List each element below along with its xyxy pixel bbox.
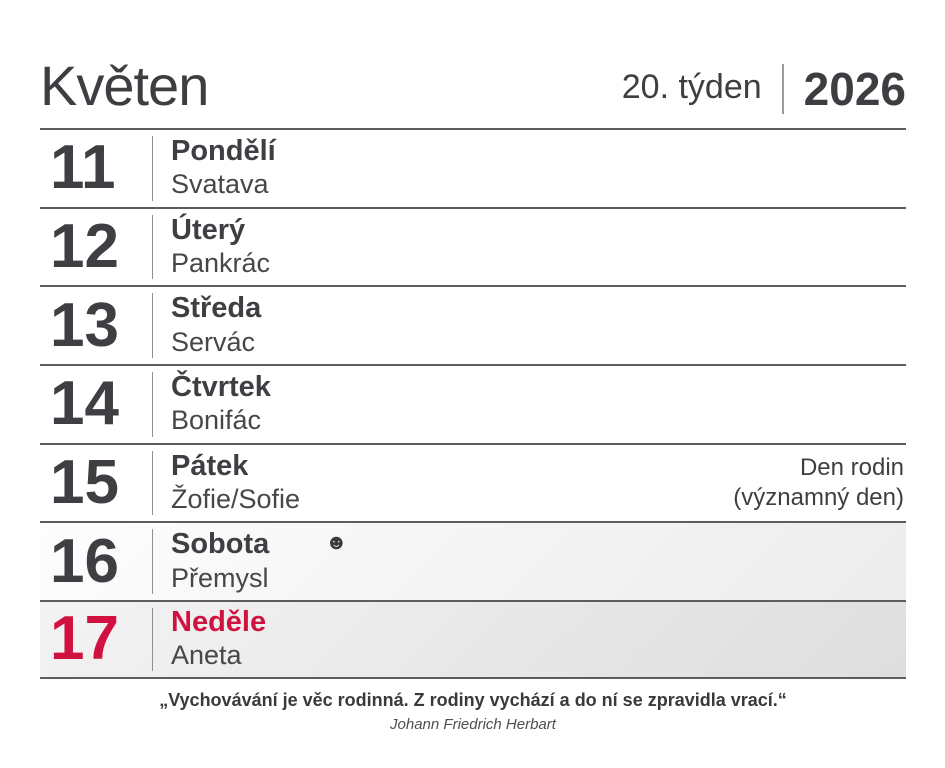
weekday-label: Středa	[171, 292, 262, 325]
day-number: 14	[50, 369, 119, 439]
new-moon-icon: ☻	[325, 531, 348, 554]
weekday-label: Neděle	[171, 605, 267, 638]
day-number: 16	[50, 526, 119, 596]
nameday-label: Žofie/Sofie	[171, 484, 301, 515]
day-row-sunday: 17 Neděle Aneta	[40, 600, 906, 679]
number-divider	[152, 214, 153, 280]
nameday-label: Aneta	[171, 640, 242, 671]
number-divider	[152, 372, 153, 437]
weekday-label: Pátek	[171, 449, 249, 482]
day-number: 11	[50, 133, 116, 203]
day-texts: Pondělí Svatava	[171, 130, 276, 207]
day-texts: Úterý Pankrác	[171, 209, 270, 286]
number-divider	[152, 450, 153, 516]
day-number: 13	[50, 290, 119, 360]
calendar-header: Květen 20. týden 2026	[40, 0, 906, 128]
quote-author: Johann Friedrich Herbart	[390, 716, 556, 734]
number-divider	[152, 529, 153, 595]
weekday-label: Úterý	[171, 213, 246, 246]
weekday-label: Pondělí	[171, 134, 276, 167]
nameday-label: Servác	[171, 326, 256, 357]
day-texts: Sobota ☻ Přemysl	[171, 523, 347, 600]
day-texts: Čtvrtek Bonifác	[171, 366, 271, 443]
day-number: 15	[50, 448, 119, 518]
number-divider	[152, 293, 153, 359]
header-divider	[781, 64, 784, 114]
holiday-note-line1: Den rodin	[799, 454, 904, 482]
footer: „Vychovávání je věc rodinná. Z rodiny vy…	[40, 679, 906, 734]
nameday-label: Pankrác	[171, 247, 271, 278]
holiday-note: Den rodin (významný den)	[733, 453, 906, 513]
day-number: 17	[50, 604, 119, 674]
day-texts: Pátek Žofie/Sofie	[171, 445, 300, 522]
day-texts: Středa Servác	[171, 287, 261, 364]
header-right: 20. týden 2026	[622, 64, 906, 114]
day-row-friday: 15 Pátek Žofie/Sofie Den rodin (významný…	[40, 442, 906, 522]
day-row-tuesday: 12 Úterý Pankrác	[40, 206, 906, 286]
year-label: 2026	[803, 63, 906, 115]
number-divider	[152, 608, 153, 671]
day-rows: 11 Pondělí Svatava 12 Úterý Pankrác 13	[40, 128, 906, 679]
week-number: 20. týden	[621, 68, 762, 106]
weekday-label: Sobota	[171, 528, 270, 561]
nameday-label: Přemysl	[171, 562, 269, 593]
number-divider	[152, 136, 153, 201]
day-row-saturday: 16 Sobota ☻ Přemysl	[40, 521, 906, 601]
month-title: Květen	[40, 54, 209, 117]
nameday-label: Svatava	[171, 169, 269, 200]
day-row-monday: 11 Pondělí Svatava	[40, 128, 906, 207]
nameday-label: Bonifác	[171, 405, 262, 436]
day-row-wednesday: 13 Středa Servác	[40, 285, 906, 364]
day-texts: Neděle Aneta	[171, 602, 266, 677]
weekday-label: Čtvrtek	[171, 370, 271, 403]
quote-text: „Vychovávání je věc rodinná. Z rodiny vy…	[159, 689, 787, 710]
holiday-note-line2: (významný den)	[733, 484, 904, 512]
day-number: 12	[50, 212, 119, 282]
day-row-thursday: 14 Čtvrtek Bonifác	[40, 364, 906, 443]
